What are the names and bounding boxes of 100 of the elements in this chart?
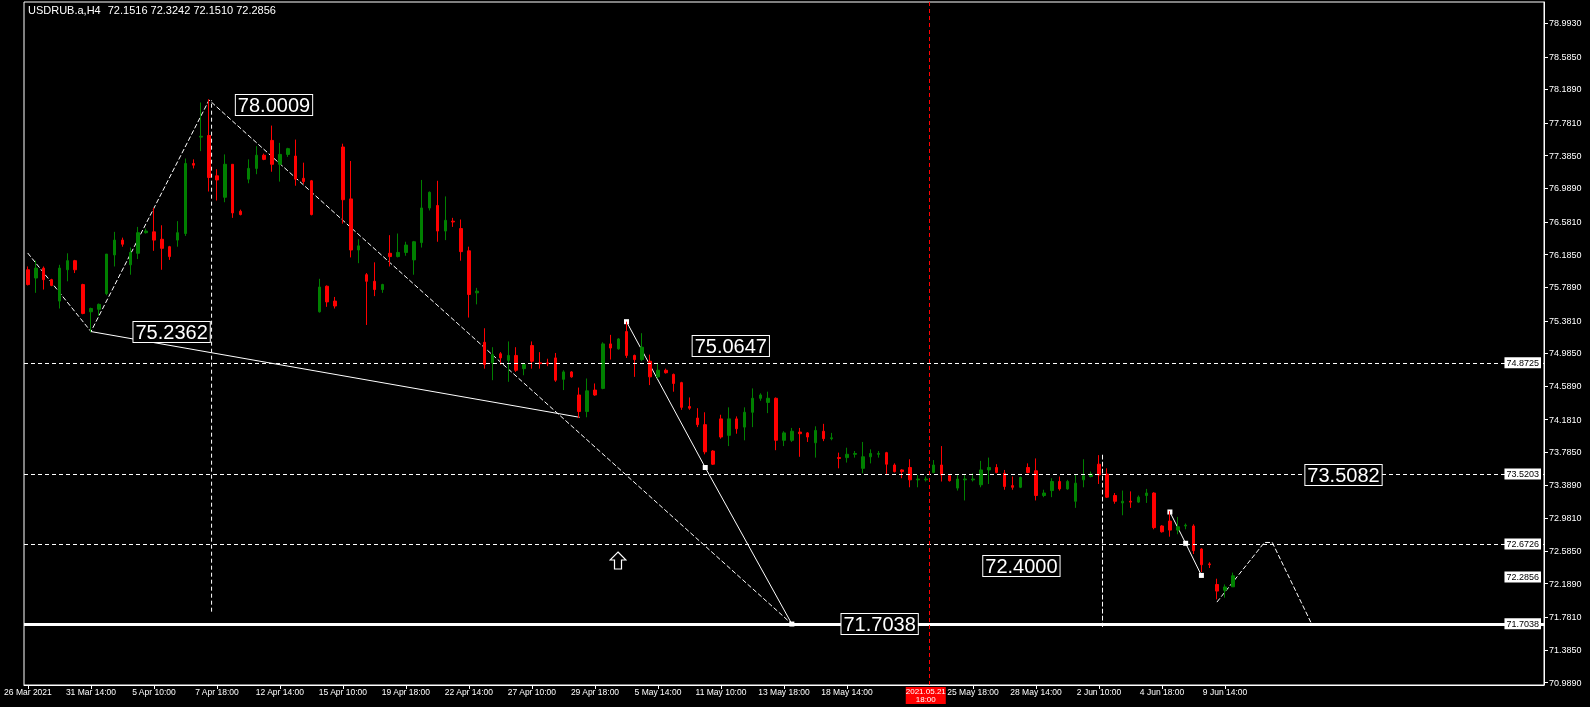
candlestick [381, 283, 384, 294]
candlestick [349, 160, 353, 258]
y-tick-label: 74.5890 [1549, 381, 1582, 392]
candlestick [318, 278, 321, 314]
candlestick [223, 153, 227, 203]
candlestick [956, 474, 959, 492]
candlestick [664, 368, 668, 375]
y-tick-label: 74.9850 [1549, 348, 1582, 359]
candlestick [1113, 492, 1117, 505]
candlestick [1176, 516, 1180, 535]
candlestick [877, 450, 880, 459]
y-tick-label: 78.5850 [1549, 51, 1582, 62]
y-tick-label: 73.7850 [1549, 447, 1582, 458]
candlestick [73, 259, 77, 274]
candlestick [869, 448, 872, 464]
candlestick [932, 459, 935, 474]
candlestick [1223, 583, 1227, 599]
candlestick [412, 240, 416, 276]
ref-line-label: 74.8725 [1506, 357, 1539, 368]
candlestick [121, 237, 124, 248]
candlestick [570, 370, 573, 379]
candlestick [341, 143, 345, 225]
candlestick [735, 415, 738, 435]
candlestick [1026, 462, 1030, 474]
candlestick [948, 474, 951, 482]
candlestick [830, 432, 833, 441]
y-tick-label: 76.9890 [1549, 183, 1582, 194]
chart-subtitle: 72.1516 72.3242 72.1510 72.2856 [107, 4, 276, 16]
candlestick [459, 219, 463, 262]
candlestick [1034, 457, 1038, 501]
candlestick [845, 447, 849, 464]
chart-title: USDRUB.a,H4 [28, 4, 101, 16]
ref-line-label: 71.7038 [1506, 618, 1539, 629]
candlestick [924, 476, 928, 482]
candlestick [916, 474, 920, 488]
point [702, 464, 708, 470]
candlestick [798, 427, 802, 458]
candlestick [806, 431, 809, 443]
x-tick-label: 7 Apr 18:00 [195, 686, 239, 697]
candlestick [483, 327, 486, 370]
candlestick [987, 457, 991, 485]
candlestick [790, 427, 794, 443]
candlestick [861, 441, 865, 474]
x-tick-label: 11 May 10:00 [695, 686, 747, 697]
candlestick [514, 346, 518, 373]
candlestick [885, 451, 888, 476]
candlestick [310, 179, 313, 216]
y-tick-label: 72.9810 [1549, 513, 1582, 524]
y-tick-label: 76.5810 [1549, 216, 1582, 227]
candlestick [656, 362, 660, 380]
candlestick [50, 278, 53, 287]
y-tick-label: 71.3850 [1549, 644, 1582, 655]
ref-line-label: 72.6726 [1506, 538, 1539, 549]
candlestick [302, 162, 305, 185]
candlestick [491, 346, 494, 381]
candlestick [727, 406, 731, 447]
candlestick [1184, 523, 1187, 530]
candlestick [1152, 491, 1156, 530]
x-tick-label: 26 Mar 2021 [4, 686, 53, 697]
candlestick [1011, 476, 1014, 491]
candlestick [373, 261, 376, 297]
candlestick [239, 209, 242, 216]
y-tick-label: 72.5850 [1549, 546, 1582, 557]
candlestick [1192, 523, 1195, 555]
candlestick [766, 391, 770, 414]
candlestick [837, 452, 841, 469]
x-tick-label: 12 Apr 14:00 [255, 686, 305, 697]
candlestick [199, 102, 203, 152]
annotation: 72.2856 [1506, 572, 1539, 582]
candlestick [1050, 477, 1054, 498]
candlestick [144, 228, 148, 235]
candlestick [58, 264, 61, 309]
y-tick-label: 73.3890 [1549, 479, 1582, 490]
candlestick [467, 246, 471, 319]
candlestick [609, 334, 612, 361]
x-tick-label: 31 Mar 14:00 [65, 686, 117, 697]
candlestick [1066, 479, 1069, 491]
candlestick [703, 411, 707, 455]
candlestick [270, 125, 274, 173]
x-tick-label: 4 Jun 18:00 [1139, 686, 1185, 697]
candlestick [680, 381, 683, 411]
point [623, 319, 629, 325]
candlestick [26, 265, 30, 286]
candlestick [388, 234, 392, 267]
candlestick [66, 252, 69, 282]
ref-line-label: 73.5203 [1506, 469, 1539, 480]
candlestick [365, 272, 368, 326]
candlestick [247, 158, 250, 184]
candlestick [184, 158, 187, 237]
x-tick-label: 22 Apr 14:00 [444, 686, 494, 697]
candlestick [1082, 458, 1085, 488]
candlestick [1058, 476, 1061, 492]
candlestick [152, 207, 156, 252]
candlestick [231, 163, 234, 219]
candlestick [1231, 572, 1235, 588]
candlestick [1097, 454, 1101, 485]
candlestick [672, 373, 675, 393]
x-tick-label: 13 May 18:00 [758, 686, 811, 697]
annotation: 75.0647 [694, 335, 767, 357]
x-tick-label: 19 Apr 18:00 [381, 686, 431, 697]
